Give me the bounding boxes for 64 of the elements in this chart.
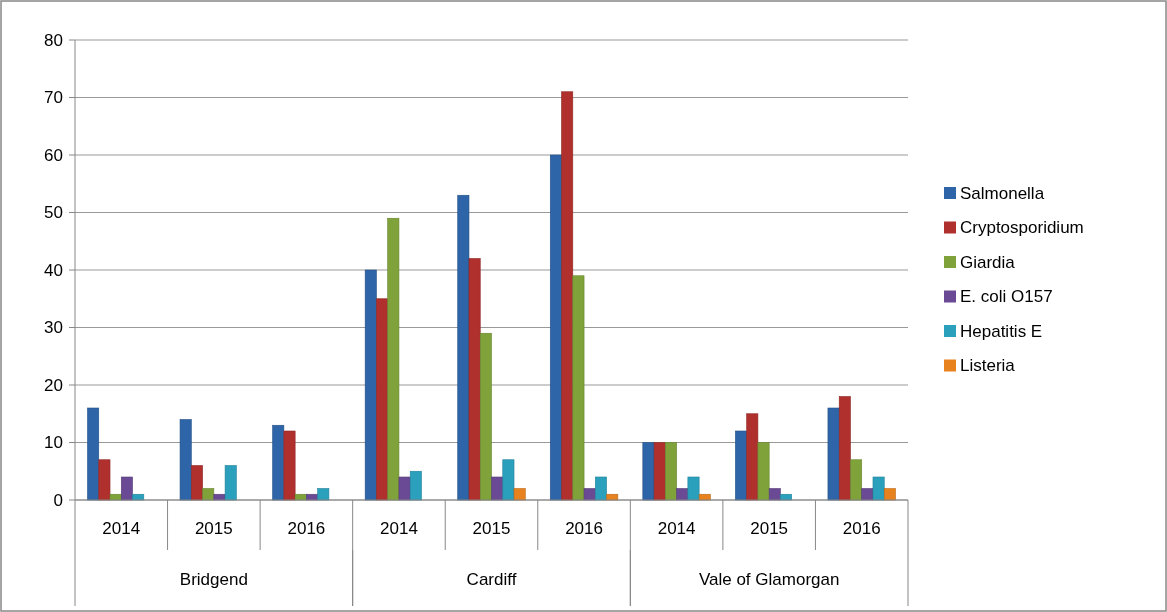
- bar: [283, 430, 296, 501]
- bar: [583, 488, 596, 501]
- x-tick-label: 2016: [287, 518, 326, 538]
- x-tick-label: 2015: [194, 518, 233, 538]
- y-tick-label: 0: [53, 490, 63, 510]
- bar: [191, 465, 203, 501]
- x-tick-label: 2014: [657, 518, 696, 538]
- y-tick-label: 30: [44, 318, 63, 338]
- bar: [827, 407, 840, 501]
- text: Vale of Glamorgan: [698, 569, 840, 589]
- bar: [502, 459, 515, 501]
- bar: [872, 476, 885, 501]
- x-tick-label: 2015: [750, 518, 789, 538]
- bar: [87, 407, 100, 501]
- bar: [561, 91, 574, 501]
- bar: [572, 275, 585, 501]
- bar: [272, 424, 285, 501]
- bar: [457, 194, 470, 501]
- bar: [838, 396, 851, 501]
- y-tick-label: 20: [44, 375, 63, 395]
- y-tick-label: 40: [44, 260, 63, 280]
- bar: [491, 476, 504, 501]
- x-tick-label: 2015: [472, 518, 511, 538]
- bar: [468, 258, 481, 501]
- bar: [376, 298, 388, 501]
- bar: [883, 488, 896, 501]
- text: Bridgend: [179, 569, 248, 589]
- bar: [387, 217, 400, 501]
- bar: [513, 488, 526, 501]
- bar: [409, 470, 422, 501]
- legend-label: Hepatitis E: [960, 321, 1043, 341]
- x-tick-label: 2016: [565, 518, 603, 538]
- legend-label: Giardia: [960, 252, 1016, 272]
- legend-label: Cryptosporidium: [960, 218, 1084, 238]
- y-tick-label: 60: [44, 145, 63, 165]
- bar: [98, 459, 111, 501]
- bar: [595, 476, 607, 501]
- bar: [687, 476, 700, 501]
- bar: [735, 430, 747, 501]
- bar: [317, 488, 330, 501]
- x-tick-label: 2016: [842, 518, 881, 538]
- y-tick-label: 70: [44, 88, 63, 108]
- y-tick-label: 50: [44, 203, 63, 223]
- bar: [549, 154, 562, 501]
- bar: [479, 332, 492, 501]
- y-tick-label: 10: [44, 433, 63, 453]
- bar: [665, 442, 677, 501]
- bar: [224, 465, 237, 501]
- bar: [850, 459, 863, 501]
- bar: [364, 269, 377, 501]
- x-tick-label: 2014: [102, 518, 141, 538]
- x-tick-label: 2014: [380, 518, 418, 538]
- text: Cardiff: [466, 569, 517, 589]
- bar: [653, 442, 666, 501]
- bar: [179, 419, 192, 501]
- legend-label: Listeria: [960, 356, 1016, 376]
- legend-label: Salmonella: [960, 183, 1045, 203]
- bar: [642, 442, 655, 501]
- bar: [746, 413, 759, 501]
- y-tick-label: 80: [44, 30, 63, 50]
- bar: [120, 476, 133, 501]
- legend-label: E. coli O157: [960, 287, 1053, 307]
- bar: [757, 442, 770, 501]
- bar: [398, 476, 411, 501]
